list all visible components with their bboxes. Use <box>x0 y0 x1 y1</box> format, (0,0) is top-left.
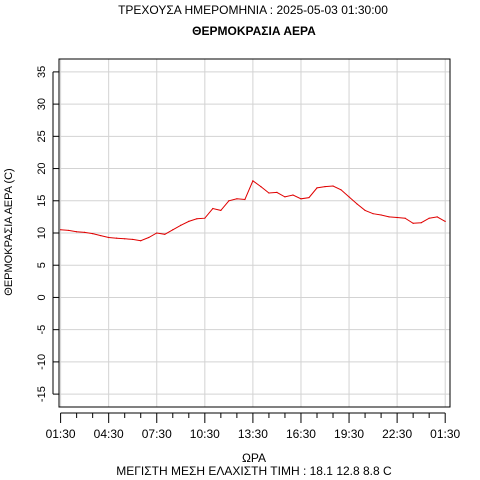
x-tick-label: 01:30 <box>46 427 76 441</box>
x-tick-label: 16:30 <box>286 427 316 441</box>
y-tick-label: 0 <box>36 294 48 300</box>
data-point <box>436 216 438 218</box>
y-tick-label: 30 <box>36 98 48 110</box>
y-tick-label: 10 <box>36 227 48 239</box>
data-point <box>252 180 254 182</box>
data-point <box>276 191 278 193</box>
data-point <box>356 203 358 205</box>
chart-title: ΘΕΡΜΟΚΡΑΣΙΑ ΑΕΡΑ <box>192 24 316 38</box>
data-point <box>428 217 430 219</box>
y-tick-label: -10 <box>36 354 48 370</box>
x-tick-label: 04:30 <box>94 427 124 441</box>
data-point <box>156 232 158 234</box>
data-point <box>380 214 382 216</box>
data-point <box>340 189 342 191</box>
current-date-text: ΤΡΕΧΟΥΣΑ ΗΜΕΡΟΜΗΝΙΑ : 2025-05-03 01:30:0… <box>118 3 388 17</box>
y-tick-label: 35 <box>36 66 48 78</box>
data-point <box>308 196 310 199</box>
data-point <box>324 186 326 188</box>
data-point <box>268 192 270 194</box>
y-axis-label: ΘΕΡΜΟΚΡΑΣΙΑ ΑΕΡΑ (C) <box>3 168 15 295</box>
data-point <box>60 229 62 231</box>
data-point <box>420 222 422 224</box>
data-point <box>140 240 142 242</box>
y-tick-label: 25 <box>36 130 48 142</box>
data-point <box>300 198 302 200</box>
data-point <box>148 236 150 239</box>
x-tick-label: 01:30 <box>430 427 460 441</box>
data-point <box>212 207 214 210</box>
x-tick-label: 19:30 <box>334 427 364 441</box>
x-tick-label: 22:30 <box>382 427 412 441</box>
y-axis: -15 -10 -5 0 5 10 15 20 25 30 35 <box>36 66 59 402</box>
data-point <box>228 200 230 202</box>
data-point <box>412 222 414 224</box>
data-point <box>108 236 110 239</box>
data-point <box>364 209 366 212</box>
data-point <box>236 198 238 200</box>
stats-footer: ΜΕΓΙΣΤΗ ΜΕΣΗ ΕΛΑΧΙΣΤΗ ΤΙΜΗ : 18.1 12.8 8… <box>116 464 392 478</box>
data-point <box>244 198 246 201</box>
data-point <box>116 237 118 239</box>
data-point <box>124 238 126 240</box>
y-tick-label: -5 <box>36 325 48 335</box>
series-layer <box>60 180 446 242</box>
data-point <box>84 231 86 233</box>
data-point <box>188 220 190 222</box>
data-point <box>196 218 198 220</box>
y-tick-label: -15 <box>36 386 48 402</box>
x-tick-label: 10:30 <box>190 427 220 441</box>
data-point <box>76 231 78 233</box>
data-point <box>348 196 350 198</box>
data-point <box>260 186 262 188</box>
data-point <box>180 224 182 226</box>
y-tick-label: 5 <box>36 262 48 268</box>
data-point <box>372 213 374 215</box>
data-point <box>404 217 406 219</box>
data-point <box>164 233 166 235</box>
data-point <box>396 216 398 219</box>
data-point <box>444 220 446 222</box>
data-point <box>132 238 134 241</box>
data-point <box>220 209 222 212</box>
y-tick-label: 20 <box>36 162 48 174</box>
data-point <box>68 229 70 232</box>
x-axis: 01:30 04:30 07:30 10:30 13:30 16:30 19:30 22:30… <box>46 412 461 441</box>
data-point <box>172 229 174 231</box>
x-tick-label: 07:30 <box>142 427 172 441</box>
data-point <box>92 233 94 235</box>
data-point <box>316 187 318 189</box>
data-point <box>332 185 334 187</box>
x-tick-label: 13:30 <box>238 427 268 441</box>
data-point <box>292 194 294 196</box>
data-point <box>388 216 390 218</box>
x-axis-label: ΩΡΑ <box>242 451 266 465</box>
grid-lines <box>59 59 450 407</box>
data-point <box>284 196 286 198</box>
y-tick-label: 15 <box>36 195 48 207</box>
data-point <box>204 217 206 219</box>
data-point <box>100 234 102 237</box>
